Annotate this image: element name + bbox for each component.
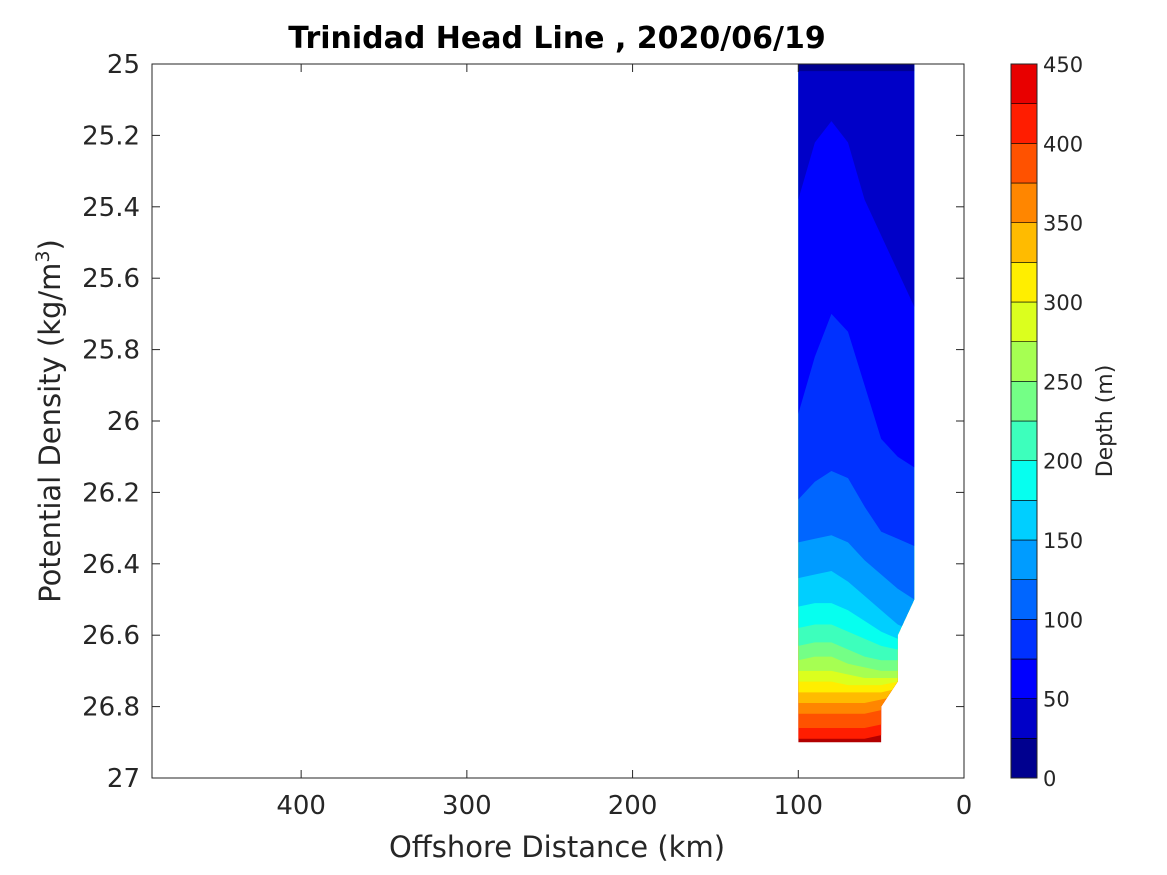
colorbar-tick-label: 400 [1043, 132, 1083, 156]
colorbar-tick-label: 450 [1043, 53, 1083, 77]
y-tick-label: 26.6 [82, 621, 140, 651]
colorbar-tick-label: 100 [1043, 608, 1083, 632]
colorbar-swatch [1010, 460, 1038, 501]
colorbar-swatch [1010, 222, 1038, 263]
y-tick-label: 26 [107, 407, 140, 437]
colorbar-swatch [1010, 500, 1038, 541]
y-tick-label: 26.8 [82, 693, 140, 723]
colorbar-swatch [1010, 658, 1038, 699]
colorbar-label: Depth (m) [1093, 365, 1118, 478]
x-tick-label: 400 [276, 791, 326, 821]
contour-band-25 [798, 64, 915, 72]
y-axis-label-close: ) [33, 239, 67, 250]
colorbar-swatch [1010, 182, 1038, 223]
y-tick-label: 25.2 [82, 121, 140, 151]
colorbar-swatch [1010, 539, 1038, 580]
contour-fills [798, 64, 915, 743]
colorbar-tick-label: 0 [1043, 767, 1056, 791]
colorbar-tick-label: 150 [1043, 529, 1083, 553]
colorbar-tick-label: 250 [1043, 370, 1083, 394]
colorbar-swatch [1010, 579, 1038, 620]
colorbar-swatch [1010, 103, 1038, 144]
colorbar-swatch [1010, 619, 1038, 660]
chart-title: Trinidad Head Line , 2020/06/19 [288, 21, 825, 56]
x-tick-label: 0 [956, 791, 973, 821]
y-axis-label: Potential Density (kg/m3) [32, 239, 67, 603]
colorbar-swatch [1010, 738, 1038, 779]
contour-data-region [798, 64, 915, 743]
y-tick-label: 25.4 [82, 193, 140, 223]
y-axis-label-superscript: 3 [32, 250, 54, 262]
colorbar-tick-label: 200 [1043, 450, 1083, 474]
colorbar-swatch [1010, 698, 1038, 739]
x-axis-label: Offshore Distance (km) [389, 830, 725, 864]
colorbar-tick-label: 300 [1043, 291, 1083, 315]
colorbar-swatch [1010, 301, 1038, 342]
colorbar-swatch [1010, 341, 1038, 382]
colorbar: 0 50 100 150 200 250 300 350 400 450 [1010, 53, 1083, 791]
y-tick-label: 26.2 [82, 478, 140, 508]
colorbar-swatch [1010, 143, 1038, 184]
colorbar-swatch [1010, 63, 1038, 104]
colorbar-tick-label: 50 [1043, 688, 1070, 712]
y-axis: 25 25.2 25.4 25.6 25.8 26 26.2 26.4 26.6 26.8 27 [82, 50, 964, 794]
y-axis-label-main: Potential Density (kg/m [33, 263, 67, 603]
y-tick-label: 26.4 [82, 550, 140, 580]
x-tick-label: 200 [608, 791, 658, 821]
y-tick-label: 27 [107, 764, 140, 794]
x-tick-label: 100 [773, 791, 823, 821]
plot-area: 400 300 200 100 0 25 25.2 25.4 25.6 25.8 26 26.2 26… [82, 50, 972, 821]
y-tick-label: 25.8 [82, 336, 140, 366]
colorbar-tick-label: 350 [1043, 212, 1083, 236]
colorbar-swatch [1010, 420, 1038, 461]
colorbar-swatch [1010, 381, 1038, 422]
x-tick-label: 300 [442, 791, 492, 821]
colorbar-frame [1010, 63, 1038, 779]
contour-band-50 [798, 64, 915, 307]
y-tick-label: 25 [107, 50, 140, 80]
x-axis: 400 300 200 100 0 [276, 64, 972, 821]
y-tick-label: 25.6 [82, 264, 140, 294]
colorbar-swatch [1010, 262, 1038, 303]
